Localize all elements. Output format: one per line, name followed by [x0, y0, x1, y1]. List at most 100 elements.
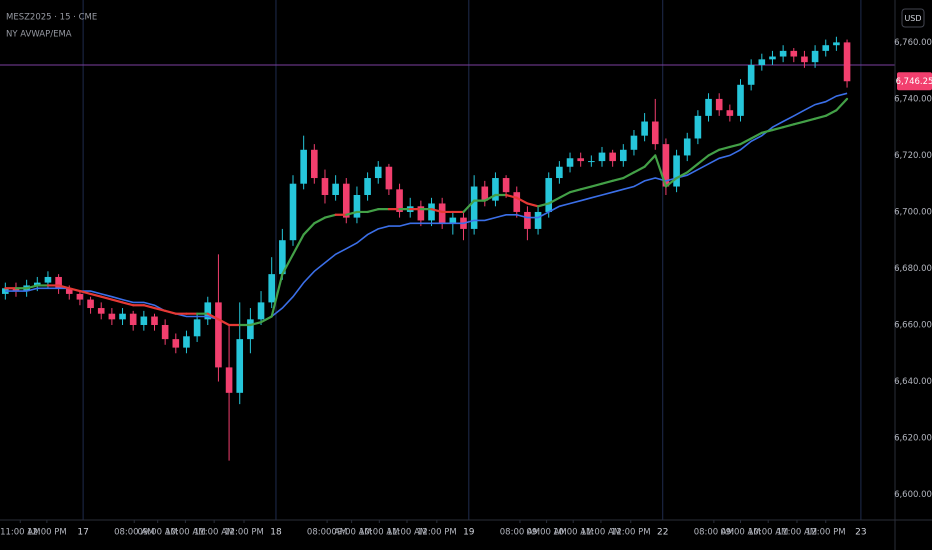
candle-body [524, 211, 531, 229]
candle-body [811, 50, 819, 63]
avwap-segment [217, 318, 231, 327]
candle-body [534, 211, 542, 229]
x-tick-label: 11:00 AM [0, 528, 40, 538]
candle-body [236, 339, 244, 393]
candle-body [694, 115, 702, 139]
candle-body [790, 50, 798, 57]
y-tick-label: 6,640.00 [894, 377, 932, 387]
x-tick-label: 08:00 AM [307, 528, 347, 538]
avwap-segment [664, 176, 678, 188]
candle-body [545, 178, 553, 212]
x-tick-label: 10:00 AM [748, 528, 788, 538]
avwap-segment [558, 191, 572, 199]
y-tick-label: 6,620.00 [894, 434, 932, 444]
x-tick-label: 09:00 AM [331, 528, 371, 538]
x-tick-label: 09:00 AM [720, 528, 760, 538]
avwap-segment [813, 114, 827, 120]
candle-body [833, 42, 840, 46]
candle-body [342, 183, 350, 218]
candle-body [502, 178, 510, 193]
ema-line [5, 92, 848, 326]
avwap-segment [547, 196, 561, 205]
candle-body [374, 166, 382, 179]
candle-body [108, 313, 116, 320]
plot-underlay [0, 0, 895, 520]
avwap-segment [686, 162, 699, 174]
x-tick-label: 12:00 PM [224, 528, 264, 538]
candle-body [438, 203, 446, 224]
candle-body [470, 186, 478, 229]
avwap-segment [249, 321, 263, 327]
x-tick-label: 11:00 AM [581, 528, 621, 538]
avwap-segment [643, 154, 657, 168]
candle-body [247, 319, 254, 340]
avwap-segment [78, 289, 92, 296]
candle-body [428, 203, 435, 221]
x-tick-label: 08:00 AM [114, 528, 154, 538]
candle-body [321, 178, 329, 195]
candle-body [289, 183, 297, 241]
avwap-segment [110, 298, 124, 304]
currency-button[interactable] [901, 8, 925, 28]
avwap-segment [206, 312, 220, 321]
session-label: 17 [77, 528, 88, 538]
x-tick-label: 12:00 PM [27, 528, 67, 538]
chart-title: MESZ2025 · 15 · CME [6, 13, 97, 23]
x-tick-label: 08:00 AM [694, 528, 734, 538]
y-tick-label: 6,660.00 [894, 321, 932, 331]
candle-body [566, 158, 574, 167]
indicator-name: NY AVWAP/EMA [6, 30, 72, 40]
candle-body [311, 149, 318, 179]
candle-body [769, 56, 776, 60]
candle-body [172, 339, 180, 348]
x-tick-label: 08:00 AM [500, 528, 540, 538]
x-tick-label: 10:00 AM [553, 528, 593, 538]
candle-body [598, 152, 606, 162]
avwap-segment [515, 196, 529, 205]
currency-label[interactable]: USD [904, 14, 921, 23]
candle-body [151, 316, 158, 325]
candle-body [257, 302, 265, 320]
x-tick-label: 09:00 AM [526, 528, 566, 538]
candle-body [129, 313, 137, 325]
y-tick-label: 6,600.00 [894, 490, 932, 500]
candle-body [651, 121, 659, 145]
candle-body [140, 316, 148, 325]
avwap-segment [302, 222, 316, 236]
avwap-segment [654, 154, 668, 188]
avwap-segment [675, 171, 689, 180]
candle-body [225, 367, 233, 393]
avwap-segment [803, 117, 817, 123]
candle-body [609, 152, 616, 162]
candle-body [481, 186, 489, 201]
candle-body [33, 282, 41, 286]
avwap-segment [792, 120, 806, 126]
avwap-segment [579, 185, 593, 191]
x-tick-label: 11:00 AM [777, 528, 817, 538]
avwap-segment [568, 188, 582, 194]
avwap-segment [100, 295, 113, 301]
avwap-segment [281, 253, 295, 276]
candle-body [662, 144, 670, 187]
avwap-segment [25, 284, 39, 290]
avwap-segment [164, 309, 177, 315]
candle-body [683, 138, 691, 156]
avwap-segment [728, 143, 742, 149]
avwap-segment [632, 165, 646, 174]
candle-body [193, 319, 201, 337]
x-tick-label: 12:00 PM [806, 528, 846, 538]
avwap-segment [760, 128, 774, 134]
x-tick-label: 11:00 AM [194, 528, 234, 538]
session-label: 22 [657, 528, 668, 538]
candle-body [300, 149, 307, 184]
candle-body [332, 183, 339, 195]
x-tick-label: 12:00 PM [417, 528, 457, 538]
candle-body [396, 189, 403, 212]
avwap-segment [323, 213, 337, 219]
candle-body [183, 336, 190, 348]
avwap-segment [611, 176, 625, 182]
last-price-tag [897, 72, 932, 91]
x-tick-label: 09:00 AM [138, 528, 178, 538]
